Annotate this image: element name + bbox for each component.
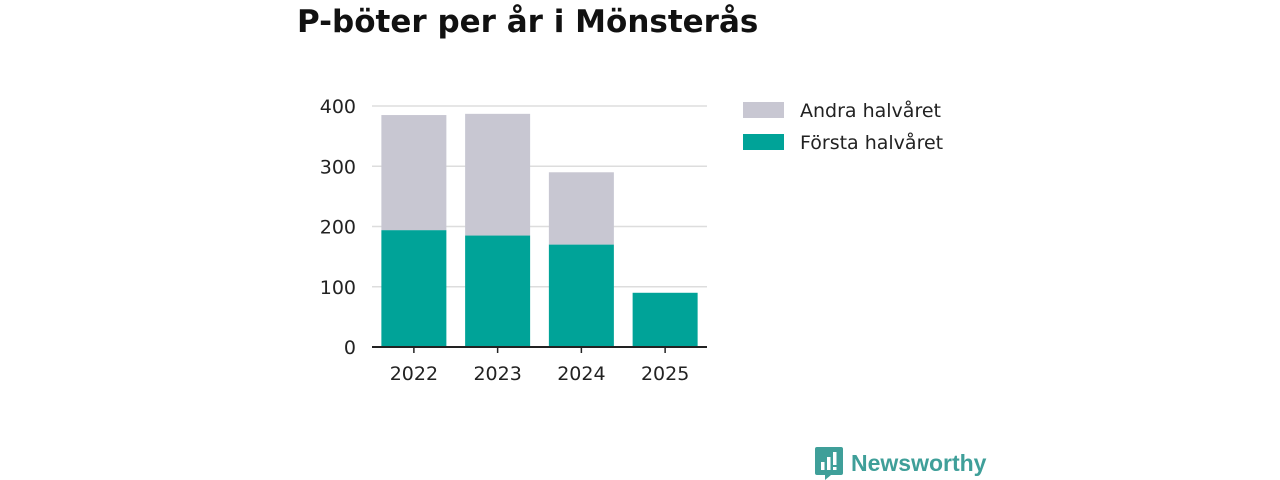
x-tick-label-2023: 2023 <box>473 363 521 385</box>
legend-swatch-0 <box>743 134 784 150</box>
legend-label-0: Första halvåret <box>800 131 943 154</box>
bar-2022-series-1 <box>381 115 447 231</box>
legend: Andra halvåret Första halvåret <box>743 99 943 154</box>
bar-2024-series-1 <box>548 172 614 245</box>
y-tick-label-100: 100 <box>320 277 356 299</box>
x-tick-label-2024: 2024 <box>557 363 605 385</box>
bar-2023-series-0 <box>465 235 531 347</box>
bar-2024-series-0 <box>548 244 614 347</box>
brand: Newsworthy <box>815 447 986 480</box>
y-axis-ticks: 0 100 200 300 400 <box>320 96 356 359</box>
x-tick-label-2022: 2022 <box>390 363 438 385</box>
newsworthy-logo-icon <box>815 447 843 480</box>
brand-name: Newsworthy <box>851 450 987 476</box>
x-tick-label-2025: 2025 <box>641 363 689 385</box>
y-tick-label-400: 400 <box>320 96 356 118</box>
y-tick-label-300: 300 <box>320 156 356 178</box>
bar-2025-series-0 <box>632 292 698 347</box>
chart-title: P-böter per år i Mönsterås <box>297 4 759 40</box>
x-axis-ticks: 2022 2023 2024 2025 <box>390 347 689 385</box>
bars <box>381 113 698 347</box>
legend-swatch-1 <box>743 102 784 118</box>
bar-2023-series-1 <box>465 113 531 236</box>
bar-2022-series-0 <box>381 230 447 347</box>
legend-label-1: Andra halvåret <box>800 99 941 122</box>
y-tick-label-0: 0 <box>344 337 356 359</box>
y-tick-label-200: 200 <box>320 217 356 239</box>
